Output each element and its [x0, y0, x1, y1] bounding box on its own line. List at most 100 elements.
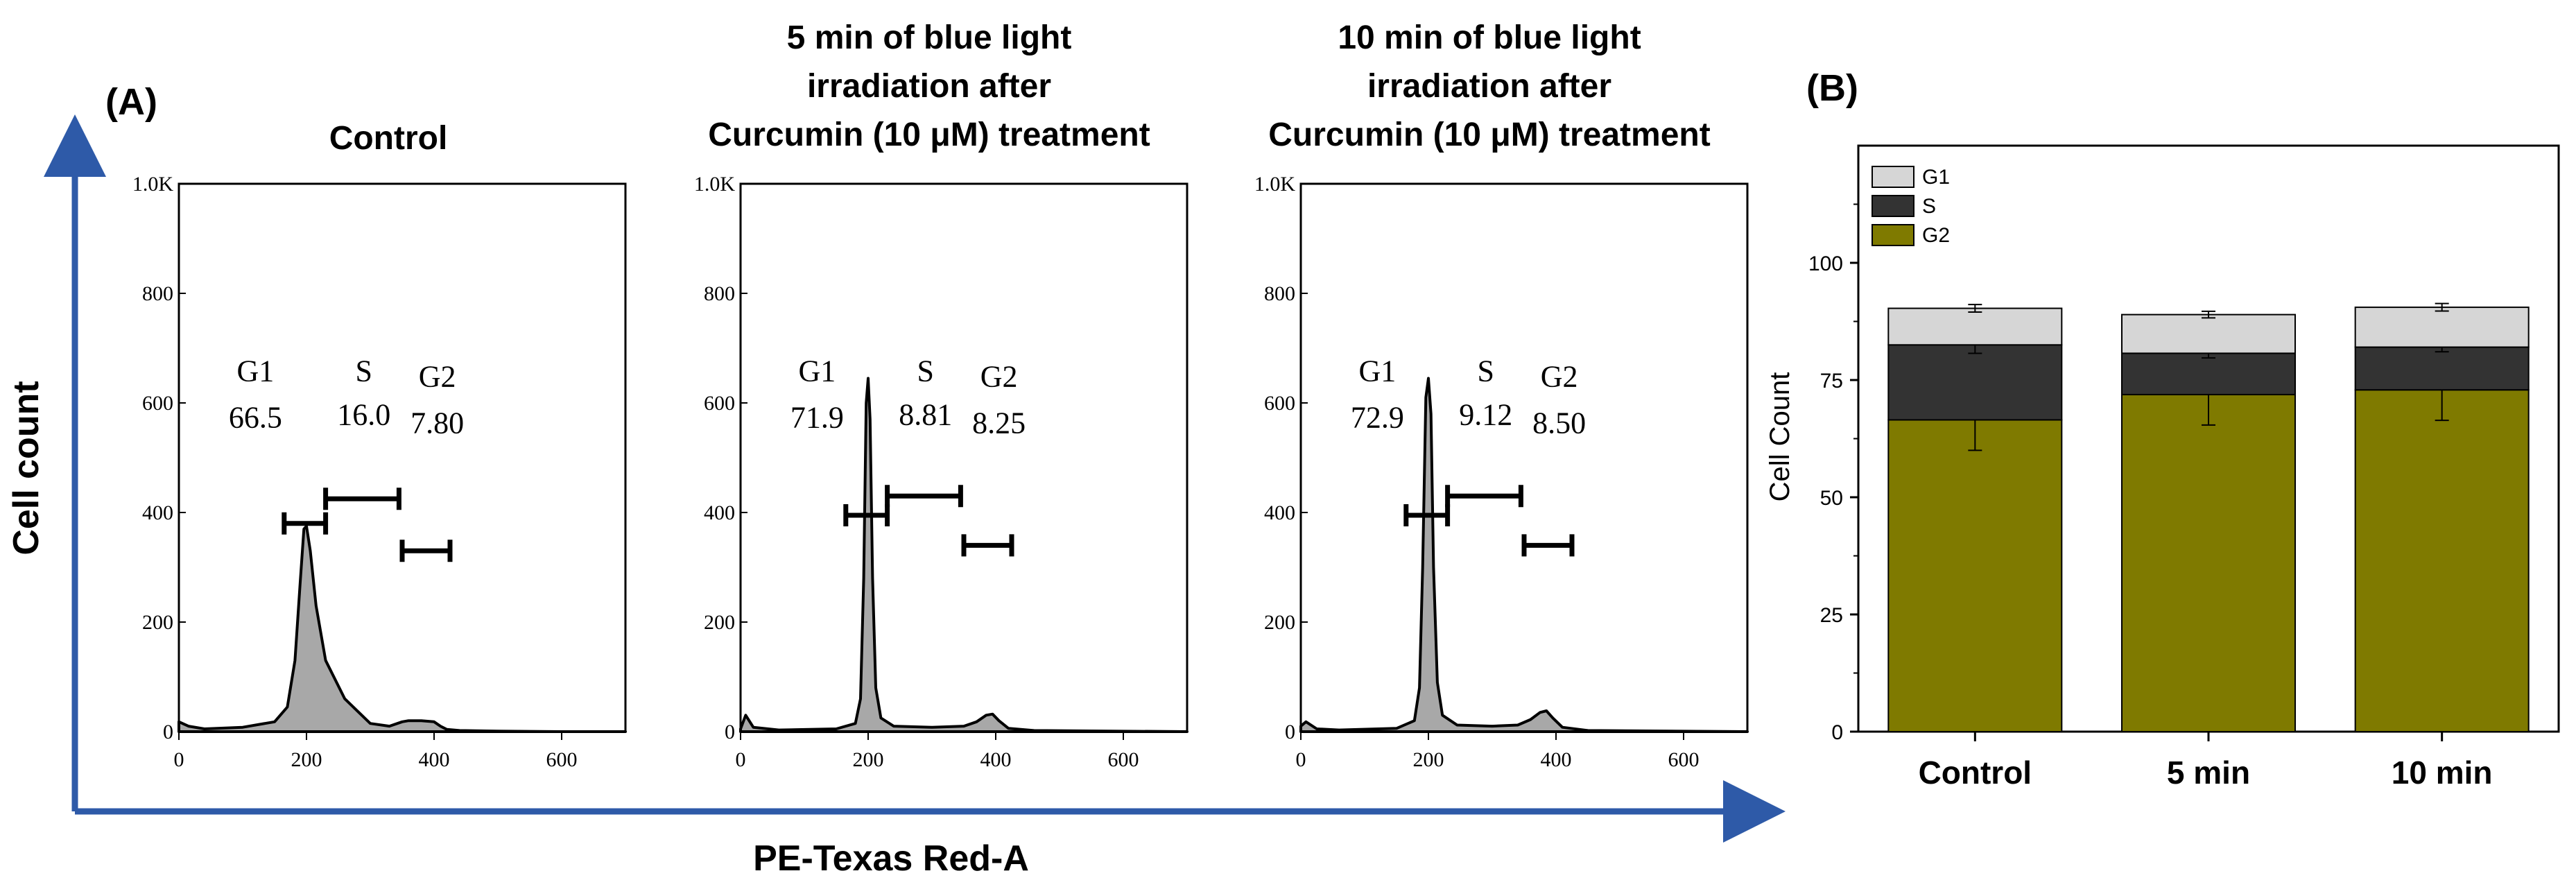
y-tick-label: 800	[1264, 282, 1295, 305]
bar-segment-s	[1887, 344, 2063, 421]
gate-value-label: 8.50	[1532, 406, 1586, 440]
gate-name-label: S	[1478, 354, 1494, 388]
x-tick-label: 0	[1296, 748, 1306, 771]
gate-value-label: 66.5	[229, 401, 282, 435]
histogram-title-line-2: irradiation after	[807, 68, 1051, 105]
legend-label: G1	[1922, 166, 1950, 189]
gate-name-label: G1	[237, 354, 275, 388]
y-tick-label: 800	[142, 282, 173, 305]
gate-value-label: 7.80	[410, 406, 464, 440]
y-tick-label: 1.0K	[132, 173, 174, 196]
histogram-title-line-1: 5 min of blue light	[787, 19, 1072, 56]
gate-value-label: 9.12	[1459, 398, 1512, 432]
x-tick-label: 600	[1108, 748, 1139, 771]
histogram-title-line-3: Curcumin (10 μM) treatment	[1268, 117, 1710, 153]
y-tick-label: 600	[142, 392, 173, 415]
y-tick-label: 400	[704, 501, 735, 524]
bar-segment-g1	[2354, 307, 2530, 348]
legend-swatch-g2	[1872, 224, 1914, 246]
plot-frame	[1299, 182, 1749, 733]
gate-value-label: 8.81	[899, 398, 952, 432]
gate-g2	[1521, 534, 1575, 557]
y-tick-label: 1.0K	[694, 173, 736, 196]
bar-segment-s	[2354, 346, 2530, 391]
gate-g2	[399, 540, 453, 562]
panel-label-a: (A)	[105, 81, 157, 123]
x-tick-label: 600	[1668, 748, 1700, 771]
y-tick-label: 0	[725, 721, 735, 743]
bar-segment-g2	[2121, 393, 2296, 732]
gate-name-label: G1	[1359, 354, 1397, 388]
y-tick-label: 200	[704, 611, 735, 634]
histogram-area	[178, 524, 627, 733]
x-tick-label: 200	[853, 748, 884, 771]
gate-value-label: 8.25	[972, 406, 1026, 440]
bar-segment-g1	[1887, 307, 2063, 346]
histogram-panel-10min: 10 min of blue light irradiation after C…	[1254, 19, 1749, 771]
x-category-label: 10 min	[2392, 755, 2493, 791]
y-tick-label: 800	[704, 282, 735, 305]
x-tick-label: 200	[291, 748, 322, 771]
y-tick-label: 75	[1820, 370, 1843, 393]
bar-segment-g2	[2354, 389, 2530, 732]
bar-segment-s	[2121, 352, 2296, 395]
gate-value-label: 72.9	[1351, 401, 1404, 435]
y-tick-label: 25	[1820, 604, 1843, 627]
gate-name-label: G2	[1541, 359, 1578, 393]
histogram-area	[739, 377, 1188, 733]
gate-g1	[282, 512, 329, 535]
histogram-panel-control: Control 0 200 400 600 800 1.0K 0 200 400 600 G1 66.…	[132, 120, 627, 771]
histogram-title: Control	[329, 120, 448, 157]
legend-swatch-s	[1872, 195, 1914, 217]
y-tick-label: 0	[163, 721, 173, 743]
y-tick-label: 0	[1285, 721, 1295, 743]
legend-label: S	[1922, 195, 1936, 218]
y-axis-label: Cell Count	[1765, 372, 1795, 502]
x-tick-label: 600	[546, 748, 578, 771]
shared-y-axis-label: Cell count	[6, 381, 46, 555]
gate-g2	[961, 534, 1014, 557]
gate-s	[1445, 485, 1523, 508]
gate-name-label: G2	[980, 359, 1018, 393]
y-tick-label: 600	[1264, 392, 1295, 415]
shared-x-axis-label: PE-Texas Red-A	[753, 838, 1029, 879]
legend-swatch-g1	[1872, 166, 1914, 188]
x-tick-label: 0	[174, 748, 184, 771]
gate-name-label: G2	[419, 359, 456, 393]
x-category-label: Control	[1919, 755, 2032, 791]
stacked-bar-chart: 0 25 50 75 100 Cell Count Control 5 min 10 min G1…	[1765, 144, 2560, 791]
bar-segment-g1	[2121, 313, 2296, 354]
y-tick-label: 100	[1808, 252, 1843, 275]
y-tick-label: 400	[142, 501, 173, 524]
y-tick-label: 400	[1264, 501, 1295, 524]
y-tick-label: 0	[1831, 721, 1843, 744]
gate-g1	[1403, 503, 1451, 526]
histogram-area	[1299, 377, 1749, 733]
plot-frame	[178, 182, 627, 733]
gate-s	[885, 485, 963, 508]
gate-s	[323, 488, 401, 510]
x-tick-label: 200	[1413, 748, 1444, 771]
histogram-title-line-2: irradiation after	[1367, 68, 1611, 105]
histogram-title-line-3: Curcumin (10 μM) treatment	[708, 117, 1150, 153]
legend-label: G2	[1922, 224, 1950, 247]
panel-label-b: (B)	[1806, 67, 1858, 109]
y-tick-label: 1.0K	[1254, 173, 1296, 196]
y-tick-label: 600	[704, 392, 735, 415]
gate-name-label: S	[356, 354, 372, 388]
plot-frame	[739, 182, 1188, 733]
y-tick-label: 200	[1264, 611, 1295, 634]
gate-g1	[843, 503, 890, 526]
x-tick-label: 400	[980, 748, 1012, 771]
y-tick-label: 50	[1820, 487, 1843, 510]
bar-segment-g2	[1887, 419, 2063, 733]
x-category-label: 5 min	[2167, 755, 2250, 791]
histogram-panel-5min: 5 min of blue light irradiation after Cu…	[694, 19, 1188, 771]
gate-name-label: G1	[799, 354, 836, 388]
histogram-title-line-1: 10 min of blue light	[1338, 19, 1641, 56]
gate-value-label: 16.0	[337, 398, 390, 432]
gate-value-label: 71.9	[790, 401, 844, 435]
x-tick-label: 400	[1541, 748, 1572, 771]
x-tick-label: 400	[419, 748, 450, 771]
